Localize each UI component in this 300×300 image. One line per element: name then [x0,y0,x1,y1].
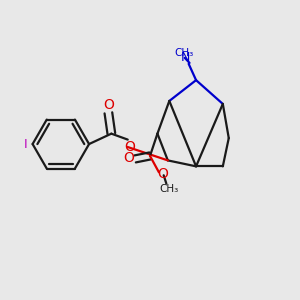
Text: O: O [103,98,114,112]
Text: O: O [124,140,135,154]
Text: CH₃: CH₃ [160,184,179,194]
Text: I: I [24,138,28,151]
Text: O: O [157,167,168,181]
Text: O: O [123,151,134,165]
Text: N: N [181,51,190,64]
Text: CH₃: CH₃ [175,48,194,58]
